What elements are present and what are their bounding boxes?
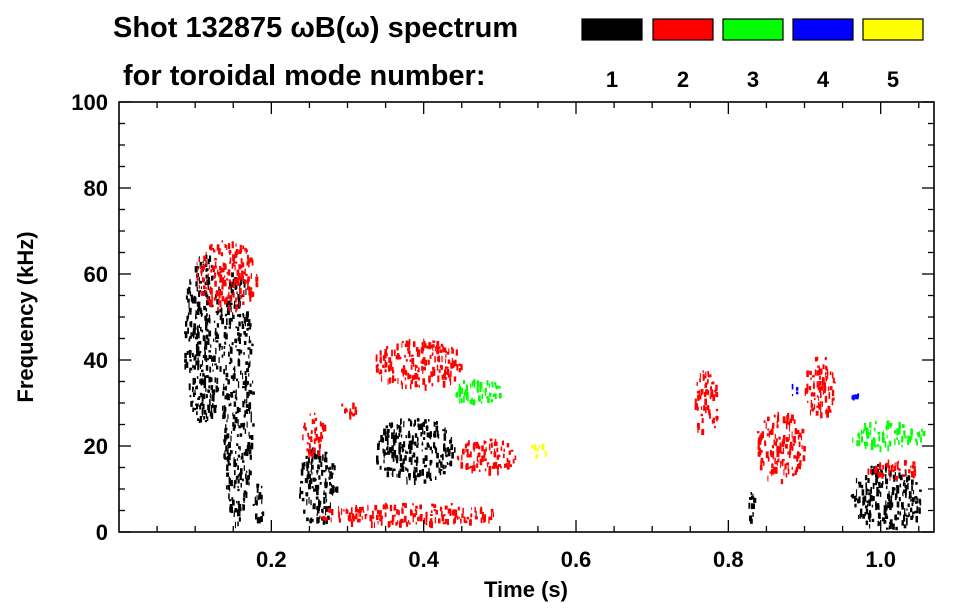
- legend-swatch-mode-5: [862, 18, 924, 41]
- legend-label-mode-2: 2: [677, 67, 689, 92]
- legend-label-mode-4: 4: [817, 67, 830, 92]
- chart-subtitle: for toroidal mode number:: [123, 60, 486, 92]
- mode-4-region: [791, 383, 799, 397]
- mode-3-region: [455, 379, 502, 406]
- x-tick-label: 0.8: [713, 547, 744, 572]
- chart-title: Shot 132875 ωB(ω) spectrum: [113, 12, 518, 44]
- mode-2-region: [341, 402, 358, 420]
- mode-2-region: [756, 411, 806, 485]
- mode-4-region: [851, 393, 860, 401]
- legend: 1 2 3 4 5: [581, 18, 924, 92]
- mode-1-region: [850, 463, 922, 531]
- tick-labels: 0.2 0.4 0.6 0.8 1.0 0 20 40 60 80 100: [71, 90, 896, 572]
- legend-swatch-mode-2: [652, 18, 714, 41]
- y-tick-label: 100: [71, 90, 108, 115]
- legend-label-mode-3: 3: [747, 67, 759, 92]
- mode-2-region: [694, 370, 719, 435]
- axis-ticks: [119, 101, 934, 533]
- y-tick-label: 80: [84, 176, 108, 201]
- mode-1-region: [184, 254, 224, 423]
- legend-label-mode-5: 5: [887, 67, 899, 92]
- x-tick-label: 0.4: [408, 547, 439, 572]
- x-tick-label: 0.2: [256, 547, 287, 572]
- mode-2-region: [319, 502, 494, 529]
- mode-1-region: [252, 483, 265, 524]
- plot-area-frame: [118, 101, 935, 533]
- mode-2-region: [867, 459, 917, 481]
- legend-swatch-mode-1: [581, 18, 643, 41]
- mode-1-region: [376, 418, 456, 485]
- mode-2-region: [804, 356, 836, 419]
- y-axis-label: Frequency (kHz): [13, 231, 38, 402]
- mode-5-region: [531, 443, 547, 460]
- mode-2-region: [302, 412, 327, 458]
- mode-3-region: [852, 420, 926, 453]
- mode-1-region: [222, 272, 255, 529]
- mode-1-region: [748, 492, 757, 524]
- y-tick-label: 0: [96, 520, 108, 545]
- mode-2-region: [196, 240, 259, 313]
- y-tick-label: 60: [84, 262, 108, 287]
- y-tick-label: 40: [84, 348, 108, 373]
- x-tick-label: 0.6: [561, 547, 592, 572]
- x-axis-label: Time (s): [484, 577, 568, 602]
- mode-1-region: [299, 447, 339, 525]
- legend-label-mode-1: 1: [606, 67, 618, 92]
- spectrum-data: [184, 240, 926, 531]
- legend-swatch-mode-3: [722, 18, 784, 41]
- y-tick-label: 20: [84, 434, 108, 459]
- legend-swatch-mode-4: [792, 18, 854, 41]
- mode-2-region: [375, 338, 463, 391]
- mode-2-region: [456, 438, 517, 476]
- x-tick-label: 1.0: [865, 547, 896, 572]
